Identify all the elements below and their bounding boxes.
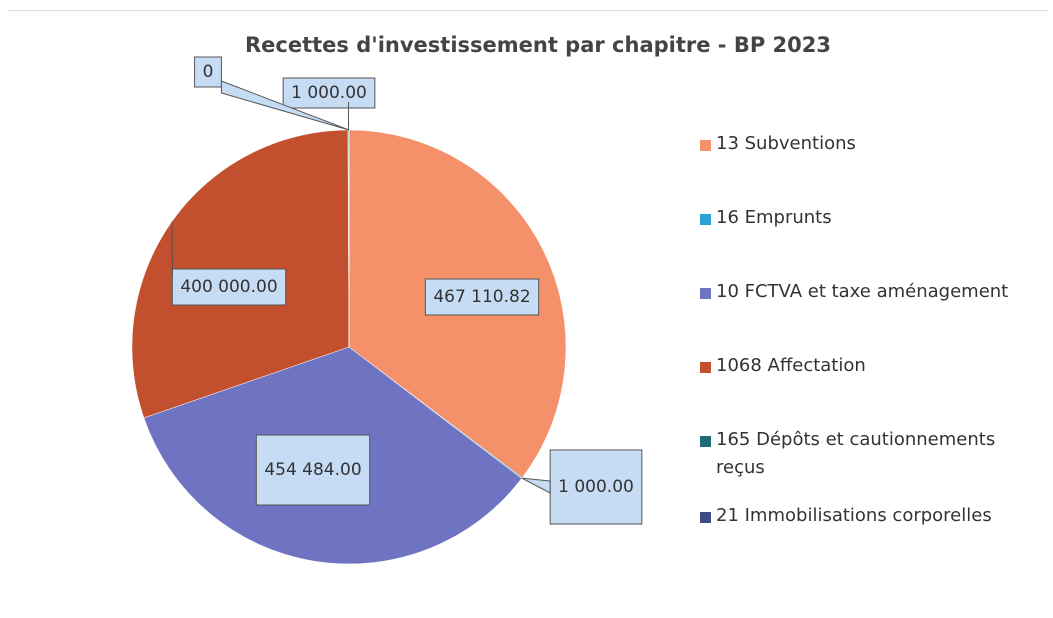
legend-swatch bbox=[700, 362, 711, 373]
legend-item: 10 FCTVA et taxe aménagement bbox=[700, 278, 1035, 306]
legend-item: 165 Dépôts et cautionnements reçus bbox=[700, 426, 1035, 482]
label-text: 1 000.00 bbox=[558, 477, 634, 497]
label-callout bbox=[521, 477, 551, 494]
legend-label: 1068 Affectation bbox=[716, 355, 866, 376]
label-box bbox=[255, 434, 371, 506]
legend-swatch bbox=[700, 288, 711, 299]
chart-frame bbox=[8, 10, 1048, 611]
legend-item: 16 Emprunts bbox=[700, 204, 1035, 232]
label-text: 454 484.00 bbox=[264, 460, 361, 480]
legend-swatch bbox=[700, 512, 711, 523]
data-label: 454 484.00 bbox=[255, 434, 371, 506]
data-label: 1 000.00 bbox=[282, 77, 376, 131]
chart-title: Recettes d'investissement par chapitre -… bbox=[245, 33, 831, 57]
label-box bbox=[194, 56, 222, 88]
label-box bbox=[282, 77, 376, 109]
legend-swatch bbox=[700, 436, 711, 447]
label-text: 400 000.00 bbox=[180, 277, 277, 297]
label-text: 467 110.82 bbox=[433, 287, 530, 307]
legend-item: 21 Immobilisations corporelles bbox=[700, 502, 1035, 530]
legend-swatch bbox=[700, 140, 711, 151]
data-label: 1 000.00 bbox=[521, 449, 643, 525]
label-callout bbox=[220, 80, 350, 131]
legend-label: 10 FCTVA et taxe aménagement bbox=[716, 281, 1009, 302]
legend-swatch bbox=[700, 214, 711, 225]
legend-label: 21 Immobilisations corporelles bbox=[716, 505, 992, 526]
legend-item: 13 Subventions bbox=[700, 130, 1035, 158]
label-box bbox=[171, 268, 287, 306]
legend-item: 1068 Affectation bbox=[700, 352, 1035, 380]
label-text: 1 000.00 bbox=[291, 83, 367, 103]
label-text: 0 bbox=[203, 62, 214, 82]
legend-label: 13 Subventions bbox=[716, 133, 856, 154]
legend-label: 16 Emprunts bbox=[716, 207, 832, 228]
data-label: 467 110.82 bbox=[424, 278, 540, 316]
data-label: 400 000.00 bbox=[171, 221, 287, 306]
data-label: 0 bbox=[194, 56, 350, 131]
label-box bbox=[424, 278, 540, 316]
legend-label: 165 Dépôts et cautionnements reçus bbox=[716, 429, 996, 478]
